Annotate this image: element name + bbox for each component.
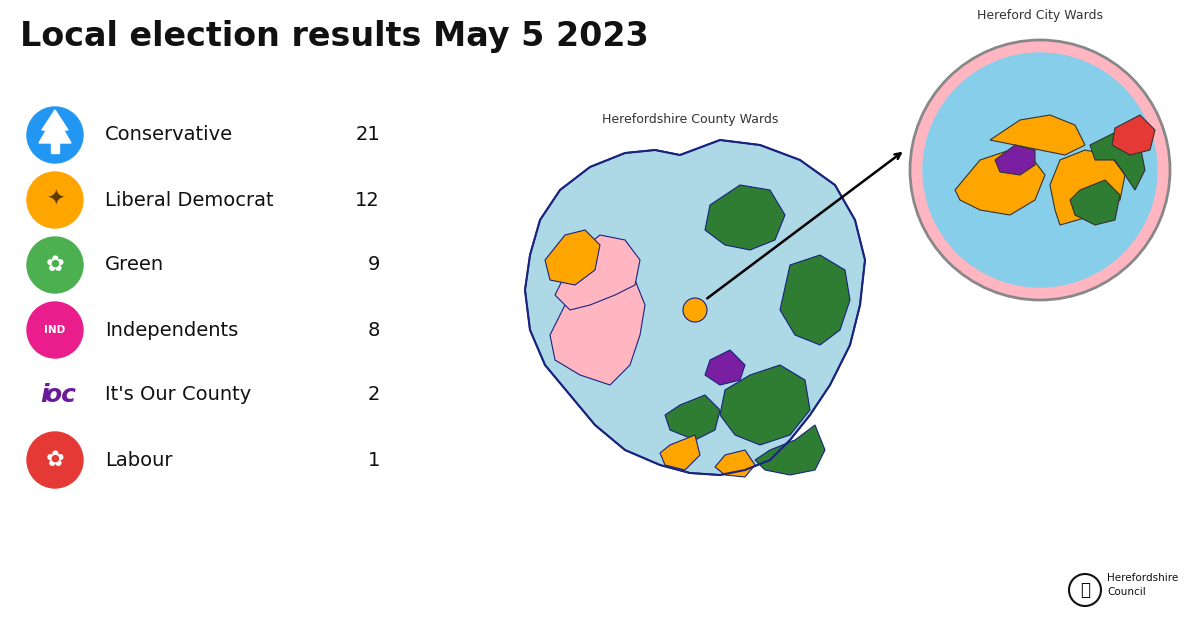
Text: IND: IND [44, 325, 66, 335]
Text: Independents: Independents [106, 321, 239, 340]
Polygon shape [660, 435, 700, 470]
Text: 1: 1 [367, 450, 380, 469]
Polygon shape [526, 140, 865, 475]
Circle shape [28, 302, 83, 358]
Polygon shape [990, 115, 1085, 155]
Circle shape [923, 53, 1157, 287]
Circle shape [910, 40, 1170, 300]
Text: i: i [41, 383, 49, 407]
Polygon shape [554, 235, 640, 310]
Text: Green: Green [106, 256, 164, 275]
Text: 9: 9 [367, 256, 380, 275]
Polygon shape [38, 115, 71, 143]
Text: ✿: ✿ [46, 450, 65, 470]
Text: Liberal Democrat: Liberal Democrat [106, 190, 274, 210]
Polygon shape [715, 450, 755, 477]
Text: It's Our County: It's Our County [106, 386, 251, 404]
Polygon shape [1050, 150, 1126, 225]
Text: oc: oc [44, 383, 76, 407]
Text: 12: 12 [355, 190, 380, 210]
Polygon shape [720, 365, 810, 445]
Circle shape [28, 432, 83, 488]
Text: Herefordshire
Council: Herefordshire Council [1108, 573, 1178, 597]
Text: ✦: ✦ [46, 190, 65, 210]
Polygon shape [665, 395, 720, 440]
Text: ✿: ✿ [46, 255, 65, 275]
Text: Local election results May 5 2023: Local election results May 5 2023 [20, 20, 649, 53]
Text: Labour: Labour [106, 450, 173, 469]
Polygon shape [780, 255, 850, 345]
Polygon shape [1070, 180, 1120, 225]
Polygon shape [42, 110, 68, 130]
Circle shape [28, 172, 83, 228]
Polygon shape [1090, 130, 1145, 190]
Text: 21: 21 [355, 125, 380, 144]
Text: 2: 2 [367, 386, 380, 404]
Polygon shape [755, 425, 826, 475]
Circle shape [28, 237, 83, 293]
Circle shape [683, 298, 707, 322]
Polygon shape [706, 185, 785, 250]
Text: Hereford City Wards: Hereford City Wards [977, 9, 1103, 22]
Polygon shape [545, 230, 600, 285]
Polygon shape [550, 265, 646, 385]
Polygon shape [1112, 115, 1154, 155]
Polygon shape [706, 350, 745, 385]
Polygon shape [995, 145, 1034, 175]
Polygon shape [50, 143, 59, 153]
Text: Herefordshire County Wards: Herefordshire County Wards [602, 113, 778, 127]
Circle shape [28, 107, 83, 163]
Polygon shape [955, 150, 1045, 215]
Text: 8: 8 [367, 321, 380, 340]
Text: Conservative: Conservative [106, 125, 233, 144]
Text: 🍏: 🍏 [1080, 581, 1090, 599]
